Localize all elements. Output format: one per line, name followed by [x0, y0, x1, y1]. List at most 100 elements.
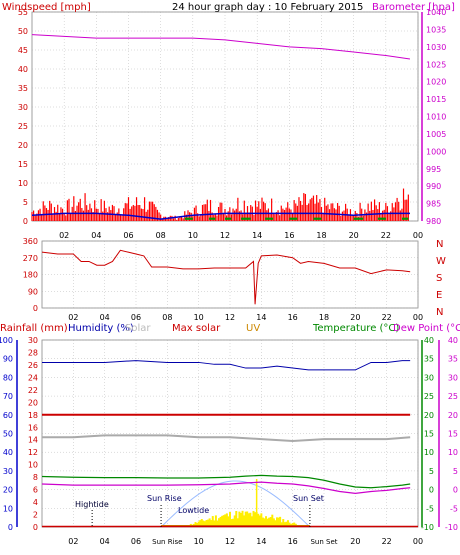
climate-series	[41, 360, 418, 528]
rain-tick-label: 28	[28, 348, 38, 357]
rain-tick-label: 30	[28, 336, 38, 345]
compass-label: N	[436, 239, 443, 250]
humidity-line	[42, 360, 411, 371]
time-tick-label: 20	[349, 231, 359, 240]
baro-tick-label: 1015	[426, 95, 446, 104]
rain-tick-label: 6	[33, 486, 38, 495]
rain-tick-label: 14	[28, 436, 38, 445]
dew-point-tick-label: 15	[448, 430, 458, 439]
time-tick-label: 08	[156, 231, 166, 240]
time-tick-label: 04	[91, 231, 101, 240]
time-tick-label: 02	[68, 537, 78, 546]
humidity-tick-label: 40	[3, 448, 13, 457]
average-wind-line	[31, 212, 410, 220]
dew-point-tick-label: -10	[445, 523, 458, 532]
humidity-tick-label: 10	[3, 504, 13, 513]
temperature-tick-label: 20	[424, 411, 434, 420]
compass-label: E	[436, 290, 442, 301]
baro-tick-label: 995	[426, 165, 441, 174]
legend-label: Humidity (%)	[68, 323, 134, 334]
baro-tick-label: 1025	[426, 60, 446, 69]
time-tick-label: 04	[100, 313, 110, 322]
time-tick-label: 12	[225, 537, 235, 546]
dew-point-tick-label: 20	[448, 411, 458, 420]
time-tick-label: 02	[68, 313, 78, 322]
max-solar-curve	[160, 480, 309, 528]
wind-tick-label: 45	[18, 46, 28, 55]
time-tick-label: 00	[413, 537, 423, 546]
wind-tick-label: 15	[18, 160, 28, 169]
dew-point-tick-label: 0	[453, 486, 458, 495]
baro-tick-label: 985	[426, 200, 441, 209]
time-tick-label: 22	[381, 231, 391, 240]
temperature-tick-label: -5	[426, 504, 434, 513]
top-time-tick-labels: 02 04 06 08 10 12 14 16 18 20 22 00	[59, 231, 423, 240]
rain-tick-label: 22	[28, 386, 38, 395]
time-tick-label: 14	[256, 537, 266, 546]
baro-tick-label: 1010	[426, 113, 446, 122]
climate-time-tick-labels: 02 04 06 Sun Rise 10 12 14 16 Sun Set 20 22 00	[68, 537, 423, 546]
temperature-tick-label: 10	[424, 448, 434, 457]
time-tick-label: 10	[188, 231, 198, 240]
time-tick-label: 12	[225, 313, 235, 322]
legend-label: Solar	[125, 323, 151, 334]
time-tick-label: 04	[100, 537, 110, 546]
baro-tick-label: 1040	[426, 8, 446, 17]
time-tick-label: Sun Set	[310, 538, 337, 546]
direction-tick-label: 90	[28, 287, 38, 296]
wind-baro-series	[31, 34, 411, 221]
time-tick-label: 12	[220, 231, 230, 240]
compass-label: N	[436, 307, 443, 318]
hightide-label: Hightide	[75, 500, 109, 509]
rain-tick-label: 26	[28, 361, 38, 370]
wind-axis-label: Windspeed [mph]	[2, 2, 91, 13]
temperature-tick-label: -10	[421, 523, 434, 532]
rain-tick-label: 18	[28, 411, 38, 420]
dew-point-tick-label: 30	[448, 373, 458, 382]
rain-tick-label: 24	[28, 373, 38, 382]
time-tick-label: 00	[413, 231, 423, 240]
baro-tick-label: 980	[426, 217, 441, 226]
direction-tick-label: 0	[33, 304, 38, 313]
time-tick-label: Sun Rise	[152, 538, 182, 546]
climate-grid	[42, 339, 419, 528]
humidity-tick-label: 100	[0, 336, 13, 345]
time-tick-label: 02	[59, 231, 69, 240]
temperature-tick-label: 35	[424, 355, 434, 364]
time-tick-label: 20	[350, 537, 360, 546]
time-tick-label: 00	[413, 313, 423, 322]
dew-point-tick-label: 35	[448, 355, 458, 364]
lowtide-label: Lowtide	[178, 506, 209, 515]
sun-rise-label: Sun Rise	[147, 494, 182, 503]
wind-tick-label: 20	[18, 141, 28, 150]
humidity-tick-label: 20	[3, 486, 13, 495]
humidity-tick-label: 80	[3, 373, 13, 382]
direction-tick-label: 270	[23, 254, 38, 263]
wind-tick-label: 10	[18, 179, 28, 188]
wind-tick-label: 0	[23, 217, 28, 226]
baro-tick-label: 1000	[426, 147, 446, 156]
wind-direction-line	[41, 249, 411, 305]
dew-point-tick-label: 5	[453, 467, 458, 476]
legend-label: UV	[246, 323, 260, 334]
direction-time-tick-labels: 02 04 06 08 10 12 14 16 18 20 22 00	[68, 313, 423, 322]
time-tick-label: 14	[252, 231, 262, 240]
compass-label: W	[436, 256, 446, 267]
rain-tick-label: 20	[28, 398, 38, 407]
time-tick-label: 16	[284, 231, 294, 240]
temperature-tick-label: 0	[429, 486, 434, 495]
dew-point-tick-label: 10	[448, 448, 458, 457]
baro-tick-labels: 1040 1035 1030 1025 1020 1015 1010 1005 1000 995 9…	[421, 8, 446, 226]
wind-tick-label: 50	[18, 27, 28, 36]
baro-tick-label: 1020	[426, 78, 446, 87]
time-tick-label: 06	[131, 537, 141, 546]
direction-grid	[42, 240, 419, 309]
time-tick-label: 08	[162, 313, 172, 322]
time-tick-label: 22	[382, 537, 392, 546]
direction-tick-labels: 360 270 180 90 0	[23, 237, 38, 313]
time-tick-label: 14	[256, 313, 266, 322]
temperature-line	[41, 474, 411, 489]
time-tick-label: 16	[288, 537, 298, 546]
